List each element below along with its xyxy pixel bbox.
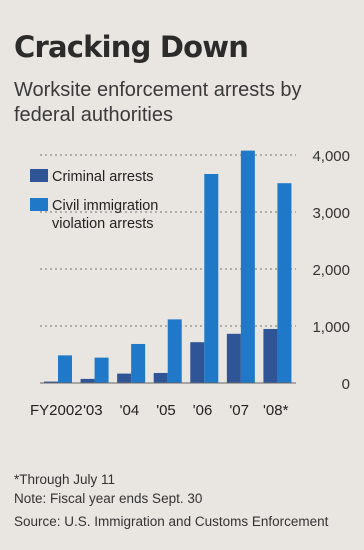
bar-civil (204, 173, 219, 383)
y-tick-label: 4,000 (312, 148, 350, 165)
bar-civil (58, 355, 72, 383)
footnotes: *Through July 11 Note: Fiscal year ends … (14, 470, 202, 508)
x-tick-label: '05 (156, 402, 176, 419)
bar-chart: 0 1,000 2,000 3,000 4,000 FY2002'03 '04 '05 '06 '… (30, 148, 350, 419)
x-tick-label: '08* (263, 402, 289, 419)
x-tick-label: '07 (229, 402, 249, 419)
legend-label: Civil immigration violation arrests (52, 198, 158, 232)
bar-criminal (80, 378, 95, 383)
bar-criminal (263, 328, 278, 383)
legend-label: Criminal arrests (52, 169, 154, 185)
footnote-through: *Through July 11 (14, 472, 116, 487)
bar-criminal (226, 333, 241, 383)
y-tick-label: 3,000 (312, 205, 350, 222)
bar-civil (167, 319, 182, 383)
bar-criminal (117, 373, 132, 383)
bar-civil (277, 183, 292, 383)
chart-title: Cracking Down (14, 30, 249, 64)
legend-swatch (30, 198, 48, 211)
bar-civil (94, 357, 109, 383)
chart-subtitle: Worksite enforcement arrests by federal … (14, 79, 302, 126)
bar-criminal (153, 372, 168, 383)
x-tick-label: FY2002 (30, 402, 83, 419)
y-tick-label: 0 (342, 376, 350, 393)
x-tick-label: '03 (83, 402, 103, 419)
bar-criminal (44, 381, 58, 383)
y-tick-label: 2,000 (312, 262, 350, 279)
bar-civil (240, 150, 255, 383)
x-tick-label: '06 (193, 402, 213, 419)
y-tick-label: 1,000 (312, 319, 350, 336)
footnote-fiscal-year: Note: Fiscal year ends Sept. 30 (14, 491, 203, 506)
x-tick-label: '04 (120, 402, 140, 419)
source-note: Source: U.S. Immigration and Customs Enf… (14, 514, 329, 529)
bar-civil (131, 343, 146, 383)
bar-criminal (190, 342, 205, 383)
legend-swatch (30, 169, 48, 182)
